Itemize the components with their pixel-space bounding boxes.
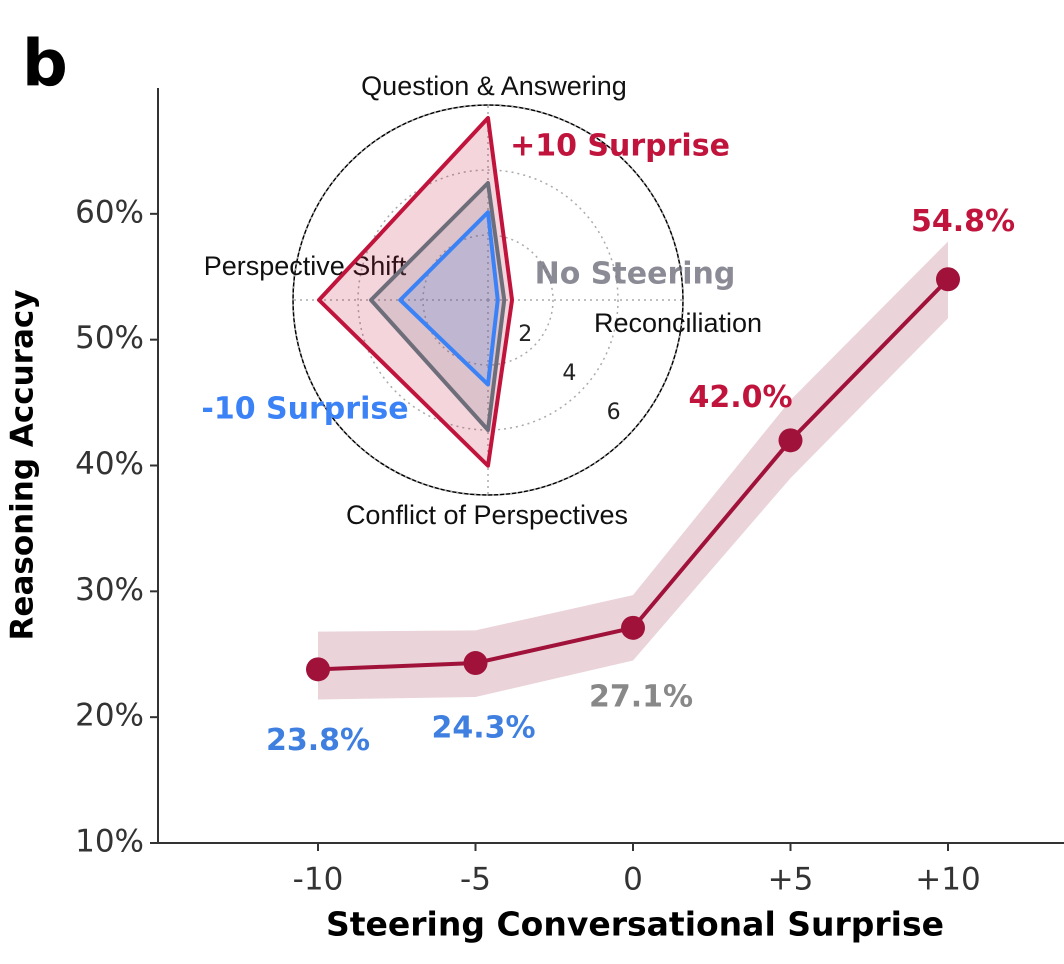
value-label: 24.3% [431, 711, 535, 746]
y-tick-label: 50% [75, 320, 144, 356]
radar-axis-label: Reconciliation [594, 308, 762, 338]
point [778, 428, 803, 453]
series-label: -10 Surprise [201, 392, 408, 427]
point [306, 657, 330, 682]
point [936, 267, 960, 292]
radar-tick-label: 2 [518, 322, 532, 347]
radar-tick-label: 4 [562, 361, 576, 386]
series-label: No Steering [535, 257, 736, 292]
series-label: +10 Surprise [510, 129, 730, 164]
y-tick-label: 20% [75, 698, 144, 734]
y-tick-label: 30% [75, 572, 144, 608]
y-axis-label: Reasoning Accuracy [5, 290, 41, 641]
x-tick-label: -5 [460, 862, 491, 898]
point [621, 615, 645, 640]
radar-axis-label: Perspective Shift [204, 251, 407, 281]
radar-grid-ring [292, 104, 684, 496]
x-tick-label: +10 [915, 862, 980, 898]
value-label: 27.1% [589, 679, 693, 714]
radar-axis-label: Conflict of Perspectives [346, 500, 628, 530]
y-tick-label: 10% [75, 824, 144, 860]
radar-axis-label: Question & Answering [361, 71, 627, 101]
panel-label: b [22, 28, 68, 102]
radar-tick-label: 6 [607, 400, 621, 425]
value-label: 23.8% [266, 723, 370, 758]
radar-grid-ring [422, 234, 554, 366]
radar-polygon [398, 210, 500, 387]
confidence-band [318, 241, 948, 700]
x-tick-label: +5 [768, 862, 814, 898]
x-tick-label: -10 [293, 862, 344, 898]
value-label: 54.8% [911, 204, 1015, 239]
y-tick-label: 40% [75, 446, 144, 482]
point [463, 651, 488, 676]
y-tick-label: 60% [75, 194, 144, 230]
value-label: 42.0% [688, 380, 792, 415]
x-tick-label: 0 [623, 862, 643, 898]
x-axis-label: Steering Conversational Surprise [326, 905, 944, 944]
